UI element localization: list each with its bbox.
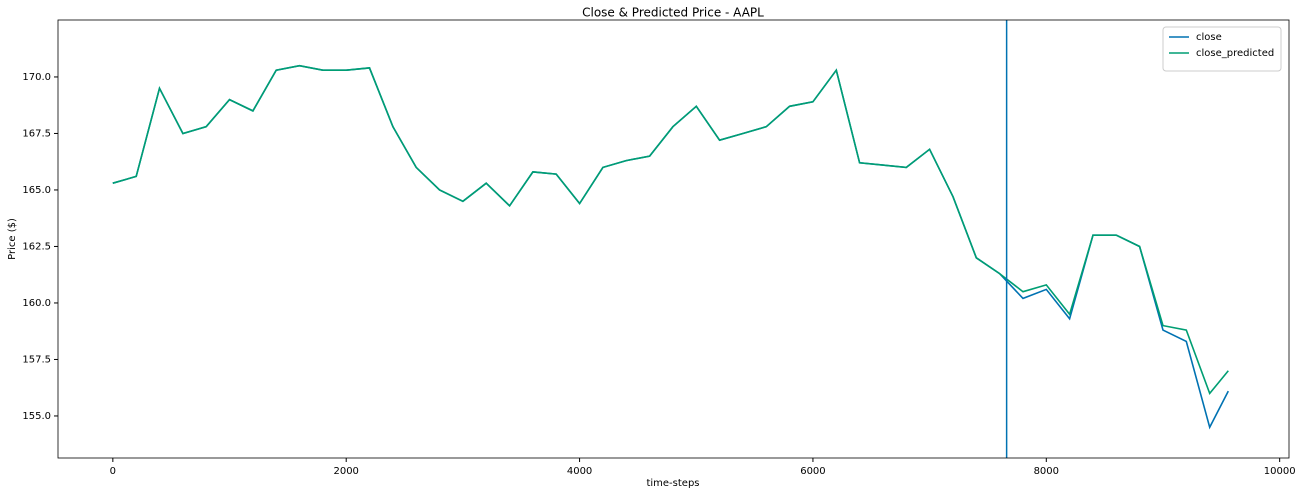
x-tick-label: 6000 — [800, 466, 825, 477]
plot-frame — [57, 19, 1290, 459]
y-tick-label: 162.5 — [22, 241, 51, 252]
legend-label: close — [1196, 32, 1222, 43]
x-tick-label: 8000 — [1034, 466, 1059, 477]
y-tick-label: 157.5 — [22, 354, 51, 365]
legend-box — [1162, 26, 1282, 72]
y-axis-label: Price ($) — [7, 218, 18, 260]
x-axis-label: time-steps — [646, 478, 699, 489]
legend-label: close_predicted — [1196, 48, 1274, 59]
legend: close close_predicted — [1162, 26, 1282, 72]
y-tick-label: 170.0 — [22, 72, 51, 83]
series-line — [112, 64, 1229, 395]
x-tick-label: 4000 — [567, 466, 592, 477]
x-tick-label: 10000 — [1264, 466, 1296, 477]
y-tick-label: 160.0 — [22, 298, 51, 309]
y-tick-label: 155.0 — [22, 411, 51, 422]
x-tick-label: 2000 — [333, 466, 358, 477]
y-tick-label: 167.5 — [22, 128, 51, 139]
chart-title: Close & Predicted Price - AAPL — [582, 6, 764, 20]
x-tick-label: 0 — [110, 466, 116, 477]
y-tick-label: 165.0 — [22, 185, 51, 196]
